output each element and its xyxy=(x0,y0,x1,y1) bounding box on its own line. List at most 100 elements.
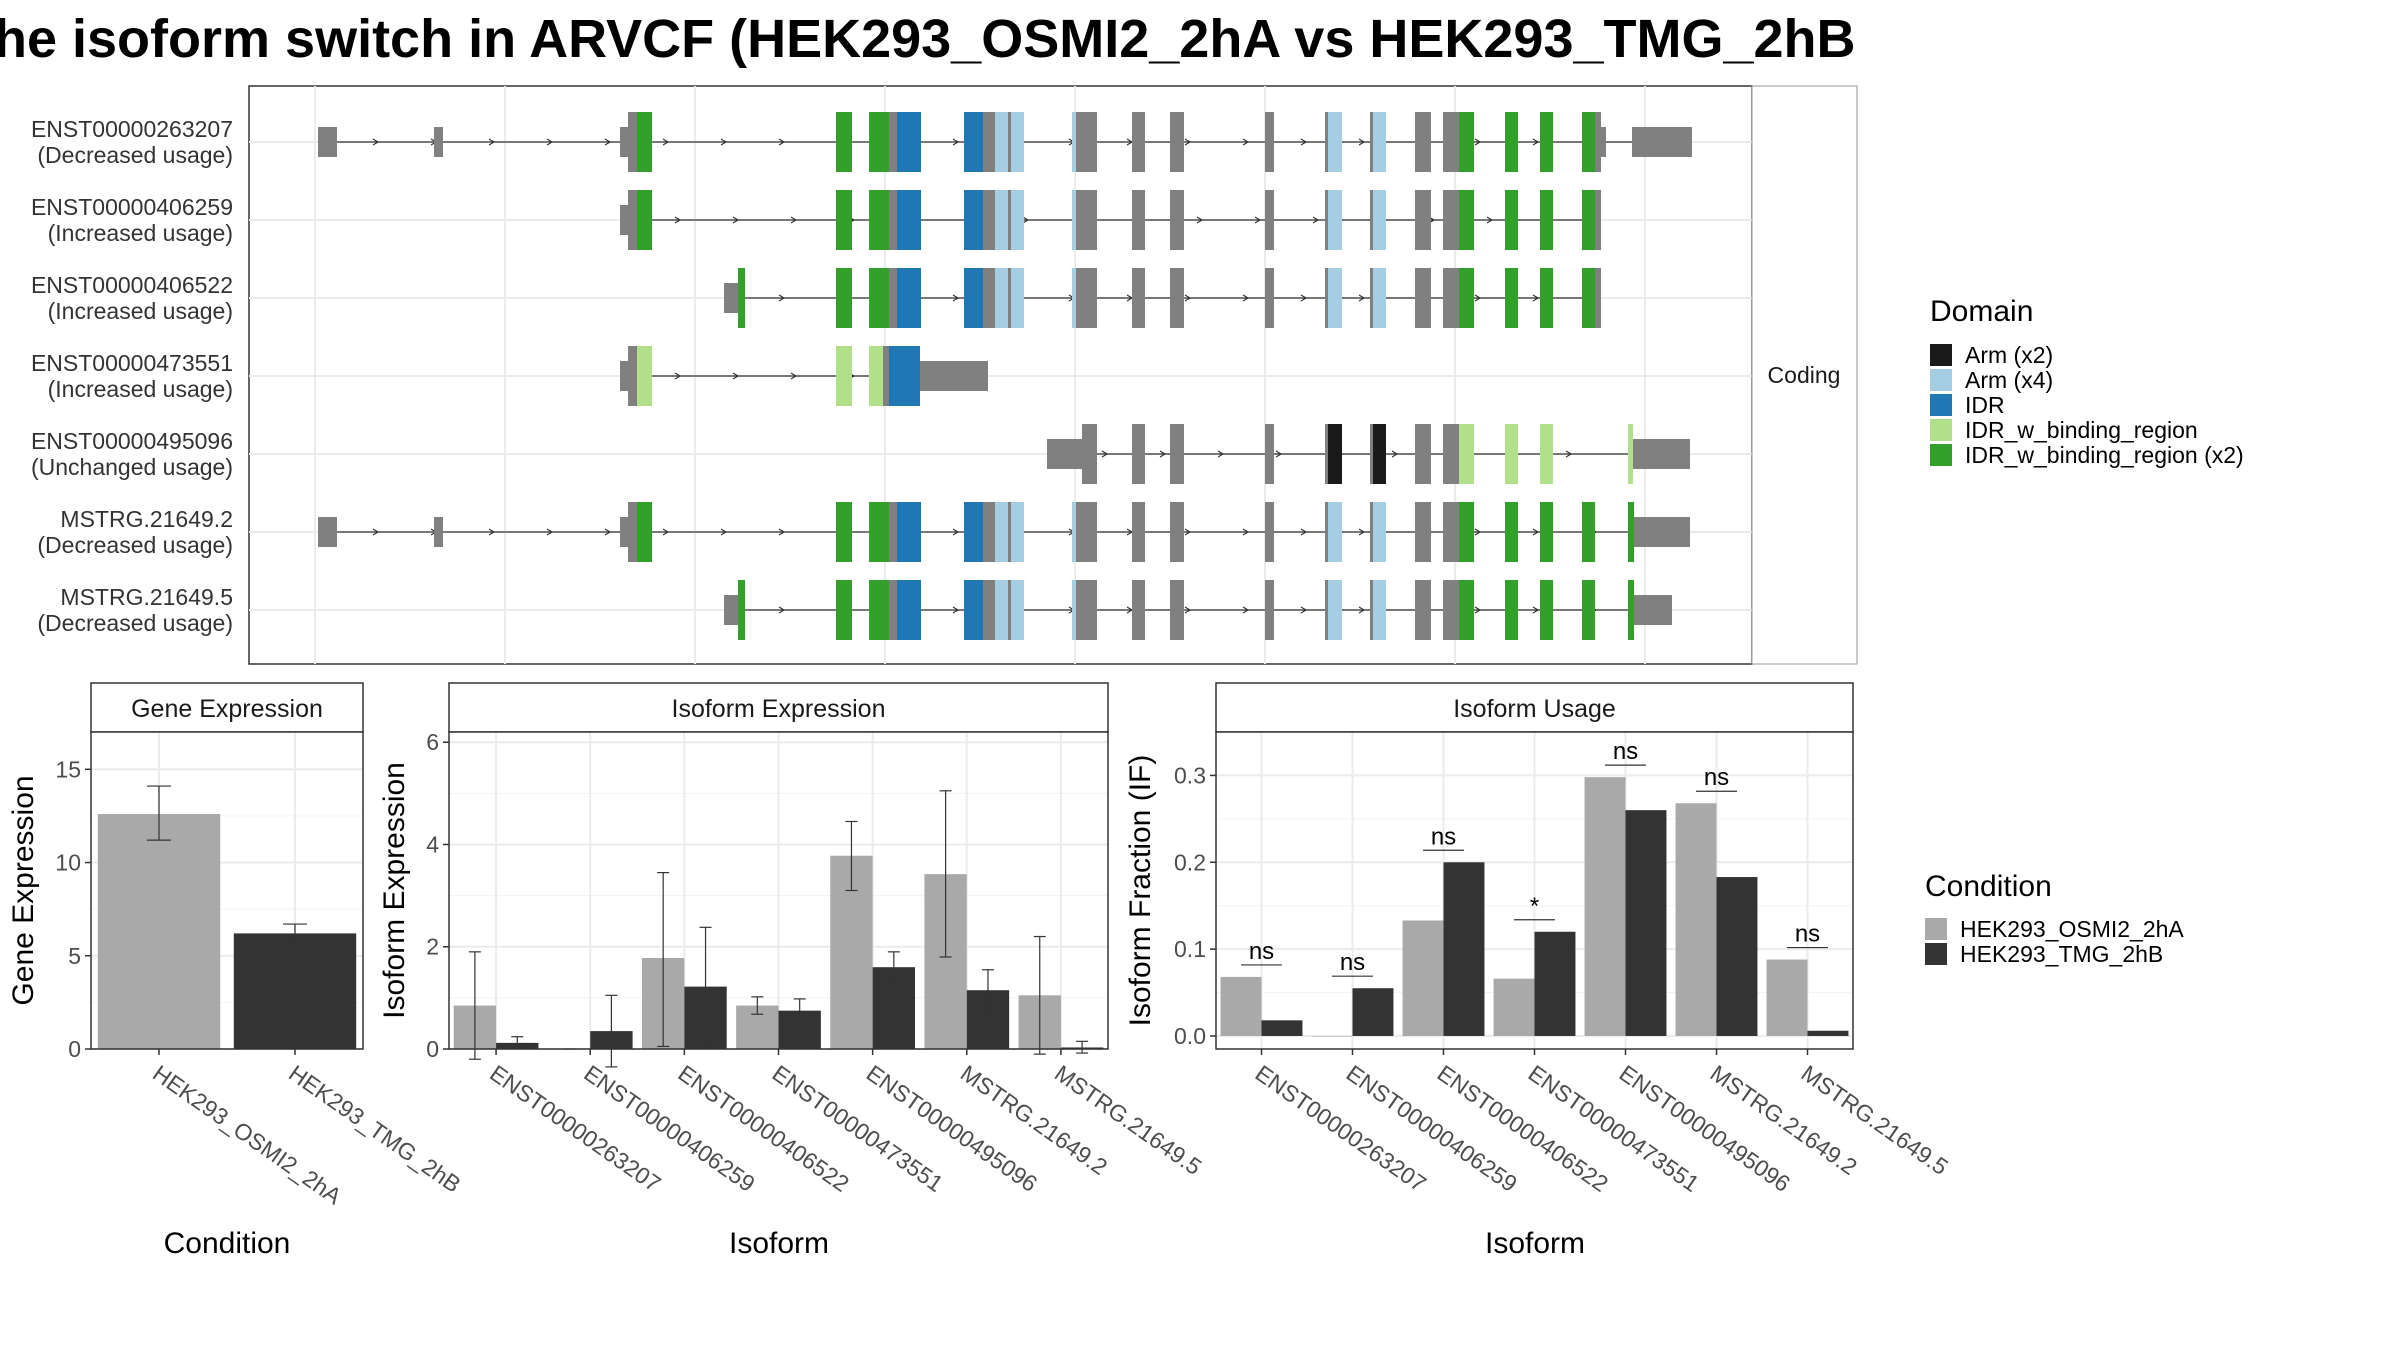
exon-block xyxy=(1132,190,1145,250)
domain-block xyxy=(897,268,921,328)
x-tick-label: ENST00000406259 xyxy=(1342,1060,1522,1197)
exon-block xyxy=(434,127,443,157)
direction-arrow xyxy=(1184,606,1192,614)
x-tick-label: MSTRG.21649.5 xyxy=(1797,1060,1953,1180)
domain-block xyxy=(1540,502,1553,562)
exon-block xyxy=(1595,112,1601,172)
isoform-id-label: MSTRG.21649.5 xyxy=(60,584,233,610)
exon-block xyxy=(1632,127,1692,157)
direction-arrow xyxy=(1474,606,1482,614)
domain-block xyxy=(1582,502,1595,562)
exon-block xyxy=(1415,502,1431,562)
panel-strip xyxy=(448,682,1109,733)
domain-block xyxy=(1072,190,1076,250)
exon-block xyxy=(1443,268,1459,328)
domain-legend-label: Arm (x2) xyxy=(1965,342,2053,368)
domain-block xyxy=(637,502,652,562)
direction-arrow xyxy=(952,528,960,536)
direction-arrow xyxy=(604,528,612,536)
condition-legend-swatch xyxy=(1925,943,1947,965)
exon-block xyxy=(1008,190,1011,250)
x-tick-label: ENST00000263207 xyxy=(1251,1060,1431,1197)
x-tick-label: ENST00000495096 xyxy=(862,1060,1042,1197)
exon-block xyxy=(983,190,995,250)
exon-block xyxy=(889,580,897,640)
direction-arrow xyxy=(1300,294,1308,302)
direction-arrow xyxy=(720,138,728,146)
direction-arrow xyxy=(1184,138,1192,146)
domain-block xyxy=(836,580,852,640)
panel-strip-title: Isoform Usage xyxy=(1453,695,1616,723)
exon-block xyxy=(1443,424,1459,484)
bar xyxy=(1534,931,1576,1036)
exon-block xyxy=(1601,127,1606,157)
domain-block xyxy=(1540,424,1553,484)
direction-arrow xyxy=(1022,216,1030,224)
isoform-id-label: ENST00000406522 xyxy=(31,272,233,298)
bar xyxy=(1352,988,1394,1036)
x-axis-title: Condition xyxy=(164,1227,291,1260)
exon-block xyxy=(1415,112,1431,172)
domain-block xyxy=(1072,112,1076,172)
domain-block xyxy=(836,346,852,406)
exon-block xyxy=(920,361,988,391)
isoform-usage-label: (Unchanged usage) xyxy=(31,454,233,480)
domain-block xyxy=(1072,580,1076,640)
isoform-usage-label: (Increased usage) xyxy=(48,376,233,402)
domain-block xyxy=(1459,112,1474,172)
domain-block xyxy=(869,268,889,328)
y-axis-title: Isoform Fraction (IF) xyxy=(1124,755,1157,1027)
exon-block xyxy=(1443,190,1459,250)
direction-arrow xyxy=(1184,294,1192,302)
direction-arrow xyxy=(1217,450,1225,458)
domain-block xyxy=(1011,112,1024,172)
domain-block xyxy=(1328,424,1342,484)
bar xyxy=(1493,978,1535,1036)
exon-block xyxy=(1370,190,1373,250)
direction-arrow xyxy=(1184,528,1192,536)
domain-block xyxy=(964,580,983,640)
significance-label: ns xyxy=(1431,823,1456,850)
isoform-id-label: ENST00000263207 xyxy=(31,116,233,142)
domain-block xyxy=(995,502,1008,562)
bar xyxy=(97,814,221,1049)
significance-label: ns xyxy=(1249,938,1274,965)
direction-arrow xyxy=(1391,450,1399,458)
exon-block xyxy=(1265,502,1274,562)
domain-legend-label: IDR xyxy=(1965,392,2005,418)
exon-block xyxy=(1633,439,1690,469)
domain-block xyxy=(869,502,889,562)
domain-block xyxy=(1582,580,1595,640)
domain-block xyxy=(1540,190,1553,250)
domain-legend-label: Arm (x4) xyxy=(1965,367,2053,393)
exon-block xyxy=(1634,595,1672,625)
domain-block xyxy=(897,580,921,640)
isoform-track-5 xyxy=(1047,424,1690,484)
exon-block xyxy=(628,502,637,562)
direction-arrow xyxy=(1159,450,1167,458)
direction-arrow xyxy=(1532,528,1540,536)
exon-block xyxy=(983,580,995,640)
exon-block xyxy=(1325,112,1328,172)
y-tick-label: 0.1 xyxy=(1174,936,1206,962)
domain-legend-swatch xyxy=(1930,444,1952,466)
bar xyxy=(1766,959,1808,1036)
domain-block xyxy=(1011,580,1024,640)
direction-arrow xyxy=(1275,450,1283,458)
domain-block xyxy=(836,502,852,562)
domain-block xyxy=(1011,502,1024,562)
exon-block xyxy=(318,517,337,547)
exon-block xyxy=(434,517,443,547)
direction-arrow xyxy=(372,528,380,536)
exon-block xyxy=(1047,439,1082,469)
exon-block xyxy=(724,283,738,313)
isoform-track-2 xyxy=(620,190,1601,250)
exon-block xyxy=(1415,424,1431,484)
domain-block xyxy=(1459,190,1474,250)
exon-block xyxy=(983,112,995,172)
isoform-track-4 xyxy=(620,346,988,406)
exon-block xyxy=(318,127,337,157)
significance-label: ns xyxy=(1704,764,1729,791)
direction-arrow xyxy=(1242,528,1250,536)
bar xyxy=(1443,862,1485,1036)
